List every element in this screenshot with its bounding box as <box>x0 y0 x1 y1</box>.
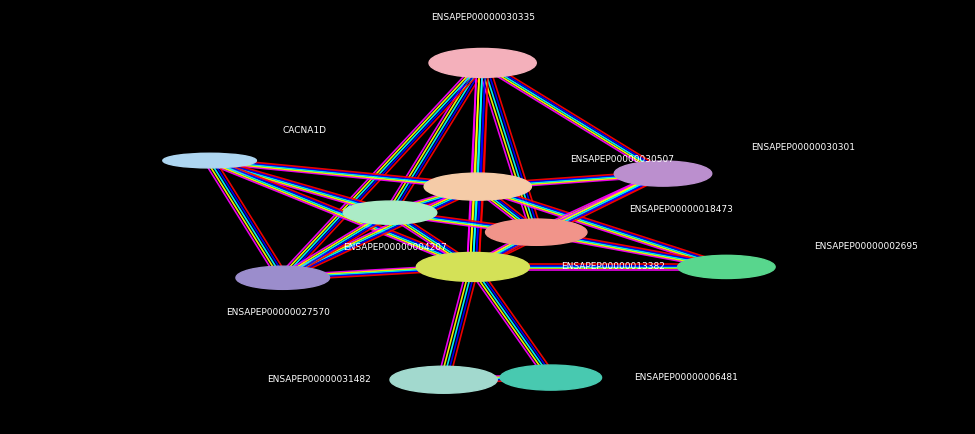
Ellipse shape <box>486 219 587 245</box>
Ellipse shape <box>236 266 330 289</box>
Ellipse shape <box>416 253 529 281</box>
Text: ENSAPEP00000018473: ENSAPEP00000018473 <box>629 205 733 214</box>
Ellipse shape <box>163 153 256 168</box>
Text: ENSAPEP00000004207: ENSAPEP00000004207 <box>343 243 447 252</box>
Text: ENSAPEP00000002695: ENSAPEP00000002695 <box>814 242 918 250</box>
Text: ENSAPEP00000030335: ENSAPEP00000030335 <box>431 13 534 22</box>
Ellipse shape <box>424 173 531 200</box>
Ellipse shape <box>343 201 437 224</box>
Ellipse shape <box>614 161 712 186</box>
Text: ENSAPEP00000013382: ENSAPEP00000013382 <box>561 263 665 271</box>
Ellipse shape <box>678 255 775 279</box>
Text: ENSAPEP00000030301: ENSAPEP00000030301 <box>751 143 855 152</box>
Ellipse shape <box>429 49 536 77</box>
Text: ENSAPEP00000031482: ENSAPEP00000031482 <box>267 375 370 384</box>
Text: ENSAPEP00000006481: ENSAPEP00000006481 <box>634 373 738 382</box>
Ellipse shape <box>390 366 497 393</box>
Text: ENSAPEP00000030507: ENSAPEP00000030507 <box>570 155 675 164</box>
Text: CACNA1D: CACNA1D <box>283 126 327 135</box>
Text: ENSAPEP00000027570: ENSAPEP00000027570 <box>226 308 330 317</box>
Ellipse shape <box>500 365 602 390</box>
